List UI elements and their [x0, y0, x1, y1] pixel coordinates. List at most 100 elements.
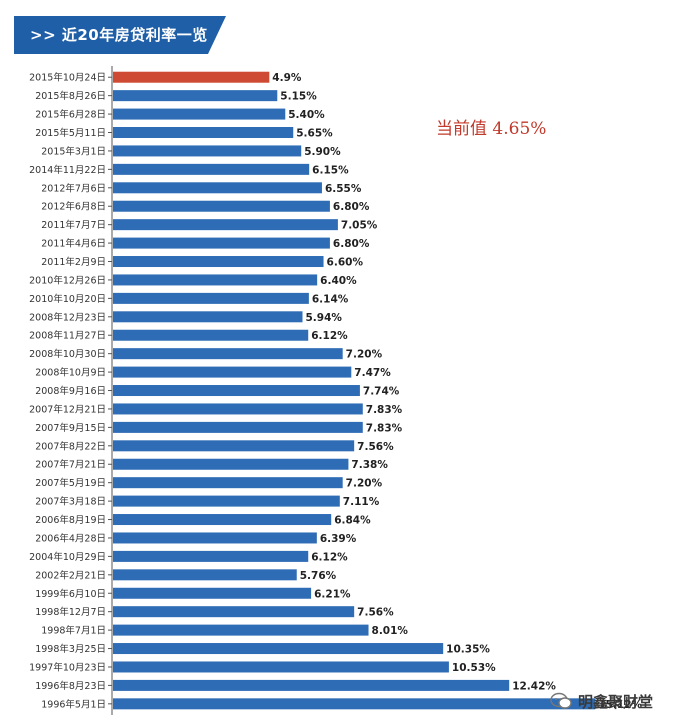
bar	[113, 163, 310, 175]
value-label: 7.83%	[366, 404, 403, 416]
value-label: 8.01%	[372, 625, 409, 637]
category-label: 2011年4月6日	[41, 238, 106, 250]
bar	[113, 587, 312, 599]
value-label: 7.05%	[341, 220, 378, 232]
value-label: 4.9%	[272, 72, 302, 84]
bar	[113, 679, 510, 691]
bar	[113, 237, 330, 249]
value-label: 7.38%	[351, 459, 388, 471]
bar	[113, 403, 363, 415]
category-label: 2007年7月21日	[35, 459, 106, 471]
bar	[113, 108, 286, 120]
value-label: 12.42%	[512, 680, 556, 692]
current-value-annotation: 当前值 4.65%	[436, 119, 547, 139]
category-label: 2014年11月22日	[29, 164, 106, 176]
bar	[113, 514, 332, 526]
category-label: 2011年7月7日	[41, 219, 106, 231]
category-label: 2015年5月11日	[35, 127, 106, 139]
value-label: 6.15%	[312, 164, 349, 176]
bar	[113, 329, 309, 341]
bar	[113, 569, 297, 581]
category-label: 1998年3月25日	[35, 643, 106, 655]
category-label: 2006年8月19日	[35, 514, 106, 526]
bar	[113, 606, 355, 618]
bar	[113, 624, 369, 636]
value-label: 6.80%	[333, 238, 370, 250]
bar	[113, 440, 355, 452]
watermark: 明鑫聚财堂	[550, 690, 653, 712]
category-label: 2008年10月9日	[35, 367, 106, 379]
value-label: 6.39%	[320, 533, 357, 545]
value-label: 6.12%	[311, 551, 348, 563]
category-label: 1996年8月23日	[35, 680, 106, 692]
value-label: 5.65%	[296, 128, 333, 140]
page-title: >> 近20年房贷利率一览	[30, 26, 208, 44]
category-label: 2015年10月24日	[29, 72, 106, 84]
category-label: 2010年10月20日	[29, 293, 106, 305]
bar	[113, 643, 444, 655]
value-label: 7.56%	[357, 607, 394, 619]
category-label: 2015年6月28日	[35, 109, 106, 121]
category-label: 2002年2月21日	[35, 569, 106, 581]
category-label: 2010年12月26日	[29, 274, 106, 286]
bar	[113, 182, 322, 194]
value-label: 6.40%	[320, 275, 357, 287]
bar	[113, 458, 349, 470]
bar	[113, 421, 363, 433]
value-label: 5.76%	[300, 570, 337, 582]
wechat-logo-icon	[550, 692, 572, 709]
bar	[113, 661, 449, 673]
value-label: 6.60%	[327, 257, 364, 269]
value-label: 5.40%	[288, 109, 325, 121]
value-label: 7.56%	[357, 441, 394, 453]
value-label: 7.74%	[363, 386, 400, 398]
category-label: 2004年10月29日	[29, 551, 106, 563]
bar	[113, 145, 302, 157]
category-label: 1998年7月1日	[41, 625, 106, 637]
bar	[113, 532, 317, 544]
category-label: 2008年12月23日	[29, 311, 106, 323]
bar	[113, 477, 343, 489]
value-label: 10.53%	[452, 662, 496, 674]
category-label: 2008年9月16日	[35, 385, 106, 397]
value-label: 6.21%	[314, 588, 351, 600]
value-label: 7.20%	[346, 349, 383, 361]
category-label: 1996年5月1日	[41, 698, 106, 710]
bar	[113, 127, 294, 139]
header-banner-bg	[14, 16, 226, 54]
bar	[113, 385, 360, 397]
category-label: 2015年3月1日	[41, 145, 106, 157]
bar	[113, 90, 278, 102]
category-label: 1997年10月23日	[29, 661, 106, 673]
value-label: 5.94%	[305, 312, 342, 324]
category-label: 2012年7月6日	[41, 182, 106, 194]
category-label: 2006年4月28日	[35, 532, 106, 544]
category-label: 2015年8月26日	[35, 90, 106, 102]
value-label: 7.11%	[343, 496, 380, 508]
value-label: 5.90%	[304, 146, 341, 158]
bar	[113, 256, 324, 268]
category-label: 2007年3月18日	[35, 496, 106, 508]
bar	[113, 366, 352, 378]
bar	[113, 495, 340, 507]
bar	[113, 274, 318, 286]
bar	[113, 550, 309, 562]
bar-highlight	[113, 71, 270, 83]
category-label: 2007年12月21日	[29, 403, 106, 415]
category-label: 2008年11月27日	[29, 330, 106, 342]
value-label: 6.12%	[311, 330, 348, 342]
value-label: 6.14%	[312, 293, 349, 305]
bar	[113, 348, 343, 360]
bar	[113, 698, 596, 710]
value-label: 6.80%	[333, 201, 370, 213]
value-label: 6.55%	[325, 183, 362, 195]
category-label: 2012年6月8日	[41, 201, 106, 213]
category-label: 1998年12月7日	[35, 606, 106, 618]
category-label: 2007年8月22日	[35, 440, 106, 452]
category-label: 2008年10月30日	[29, 348, 106, 360]
value-label: 6.84%	[334, 515, 371, 527]
bar	[113, 200, 330, 212]
category-label: 2007年5月19日	[35, 477, 106, 489]
value-label: 10.35%	[446, 644, 490, 656]
watermark-text: 明鑫聚财堂	[578, 692, 654, 711]
